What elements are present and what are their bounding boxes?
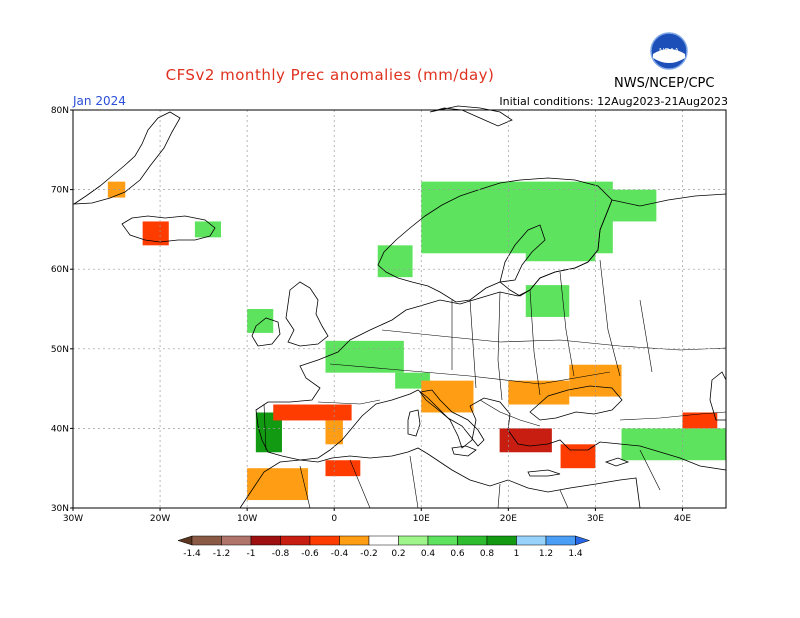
x-tick-label: 40E <box>674 514 691 524</box>
colorbar-label: -1.4 <box>183 549 201 559</box>
axes: 30W 20W 10W 0 10E 20E 30E 40E 30N 40N 50N 60N 70N 80N <box>51 106 692 524</box>
colorbar-segment <box>486 535 517 546</box>
grid-lines <box>73 110 726 508</box>
colorbar-segment <box>221 535 252 546</box>
forecast-month: Jan 2024 <box>73 94 126 108</box>
anomaly-cell <box>325 340 404 373</box>
x-tick-label: 20E <box>500 514 517 524</box>
anomaly-cell <box>247 468 309 501</box>
x-tick-label: 30W <box>63 514 83 524</box>
colorbar-right-arrow <box>575 535 591 546</box>
y-tick-label: 30N <box>51 504 69 514</box>
y-tick-label: 50N <box>51 345 69 355</box>
colorbar-label: -1 <box>247 549 256 559</box>
colorbar: -1.4 -1.2 -1 -0.8 -0.6 -0.4 -0.2 0.2 0.4 0.6 0.8 1 1… <box>177 535 591 559</box>
anomaly-cell <box>142 221 169 246</box>
y-tick-label: 40N <box>51 424 69 434</box>
colorbar-segment <box>339 535 370 546</box>
colorbar-segment <box>250 535 281 546</box>
anomaly-cells <box>107 181 726 501</box>
anomaly-cell <box>273 404 352 421</box>
anomaly-cell <box>377 245 413 278</box>
colorbar-label: -0.4 <box>331 549 349 559</box>
colorbar-label: 1.2 <box>539 549 553 559</box>
logo-text: NOAA <box>659 48 679 55</box>
colorbar-label: 1 <box>514 549 520 559</box>
y-tick-label: 80N <box>51 106 69 116</box>
anomaly-cell <box>508 380 570 405</box>
agency-label: NWS/NCEP/CPC <box>614 76 715 91</box>
anomaly-cell <box>560 444 596 469</box>
x-tick-label: 0 <box>331 514 337 524</box>
initial-conditions: Initial conditions: 12Aug2023-21Aug2023 <box>499 95 728 108</box>
anomaly-cell <box>247 309 274 333</box>
colorbar-label: 0.8 <box>480 549 495 559</box>
colorbar-segment <box>309 535 340 546</box>
colorbar-label: 0.2 <box>391 549 405 559</box>
colorbar-label: -0.6 <box>301 549 319 559</box>
country-borders <box>263 259 727 509</box>
anomaly-cell <box>194 221 222 238</box>
x-tick-label: 10E <box>413 514 430 524</box>
anomaly-cell <box>586 189 657 222</box>
colorbar-segment <box>457 535 488 546</box>
x-tick-label: 20W <box>150 514 170 524</box>
colorbar-segment <box>398 535 429 546</box>
chart-title: CFSv2 monthly Prec anomalies (mm/day) <box>165 66 495 84</box>
colorbar-label: 0.6 <box>450 549 465 559</box>
colorbar-label: 1.4 <box>568 549 583 559</box>
noaa-logo-icon: NOAA <box>650 32 688 70</box>
colorbar-label: -1.2 <box>213 549 231 559</box>
anomaly-cell <box>325 420 343 445</box>
colorbar-label: -0.2 <box>360 549 378 559</box>
colorbar-label: -0.8 <box>272 549 290 559</box>
colorbar-segment <box>427 535 458 546</box>
anomaly-cell <box>325 460 361 477</box>
x-tick-label: 30E <box>587 514 604 524</box>
colorbar-label: 0.4 <box>421 549 436 559</box>
colorbar-segment <box>191 535 222 546</box>
anomaly-cell <box>525 189 596 262</box>
y-tick-label: 70N <box>51 186 69 196</box>
map-frame <box>72 109 727 509</box>
colorbar-left-arrow <box>177 535 193 546</box>
anomaly-cell <box>499 428 552 453</box>
colorbar-segment <box>545 535 576 546</box>
x-tick-label: 10W <box>237 514 257 524</box>
anomaly-cell <box>621 428 726 461</box>
coastlines <box>72 105 727 509</box>
colorbar-segment <box>280 535 311 546</box>
y-tick-label: 60N <box>51 265 69 275</box>
colorbar-segment <box>516 535 547 546</box>
colorbar-segment <box>368 535 399 546</box>
anomaly-cell <box>682 412 718 429</box>
